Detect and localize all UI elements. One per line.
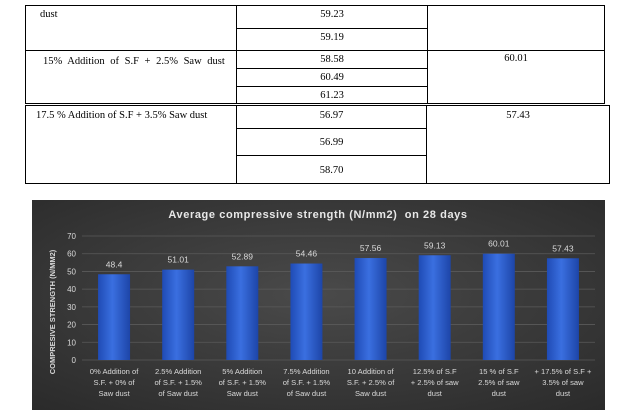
bar [98,274,131,360]
y-tick-label: 0 [72,356,77,365]
mix-label: dust [40,9,58,20]
strength-value-cell: 60.49 [236,68,428,87]
x-tick-label: 3.5% of saw [542,378,584,387]
strength-value: 56.99 [319,137,344,148]
x-tick-label: 2.5% of saw [478,378,520,387]
bar-data-label: 48.4 [106,259,123,269]
strength-value: 56.97 [319,110,344,121]
mix-label: 15% Addition of S.F + 2.5% Saw dust [43,56,225,67]
x-axis-labels: 0% Addition of S.F. + 0% of Saw dust 2.5% A… [90,367,592,398]
strength-value-cell: 56.99 [236,128,427,156]
x-tick-label: of Saw dust [158,389,199,398]
chart-title: Average compressive strength (N/mm2) on … [168,209,467,221]
y-tick-label: 30 [67,303,76,312]
x-tick-label: dust [428,389,443,398]
strength-value-cell: 61.23 [236,86,428,104]
x-tick-label: dust [492,389,507,398]
strength-value: 61.23 [320,90,344,101]
x-tick-label: + 17.5% of S.F + [534,367,592,376]
bar-data-label: 52.89 [232,251,254,261]
strength-value: 58.70 [319,165,344,176]
strength-value: 60.49 [320,72,344,83]
x-tick-label: Saw dust [98,389,130,398]
bar-series: 48.4 51.01 52.89 54.46 57.56 59.13 60.01 57.43 [98,239,579,360]
bar [546,258,579,360]
strength-value-cell: 59.19 [236,28,428,51]
strength-value: 59.19 [320,32,344,43]
mix-label-cell: 17.5 % Addition of S.F + 3.5% Saw dust [25,105,237,184]
strength-value: 59.23 [320,9,344,20]
x-tick-label: dust [556,389,571,398]
y-axis-ticks: 0 10 20 30 40 50 60 70 [67,232,76,365]
x-tick-label: 5% Addition [222,367,262,376]
bar [226,266,259,360]
compressive-strength-chart: Average compressive strength (N/mm2) on … [32,200,605,410]
x-tick-label: 0% Addition of [90,367,139,376]
strength-value-cell: 56.97 [236,105,427,129]
x-tick-label: of Saw dust [287,389,328,398]
x-tick-label: + 2.5% of saw [411,378,459,387]
y-tick-label: 20 [67,321,76,330]
x-tick-label: 2.5% Addition [155,367,201,376]
bar [290,263,323,360]
x-tick-label: 12.5% of S.F [413,367,457,376]
x-tick-label: 15 % of S.F [479,367,519,376]
bar-data-label: 54.46 [296,249,318,259]
bar [354,258,387,360]
table-row: 17.5 % Addition of S.F + 3.5% Saw dust 5… [25,105,610,184]
x-tick-label: of S.F. + 1.5% [219,378,267,387]
mix-label-cell: 15% Addition of S.F + 2.5% Saw dust [25,50,237,104]
table-row: 15% Addition of S.F + 2.5% Saw dust 58.5… [25,50,605,104]
x-tick-label: of S.F. + 1.5% [283,378,331,387]
bar [418,255,451,360]
table-row: dust 59.23 [25,5,605,51]
strength-table-top: dust 59.23 59.19 15% Addition of S.F + 2… [25,5,605,104]
strength-value: 58.58 [320,54,344,65]
strength-value-cell: 58.58 [236,50,428,69]
table-row: 56.99 [26,128,610,156]
average-cell: 60.01 [427,50,605,104]
table-row: 61.23 [26,86,605,104]
average-value: 57.43 [506,110,530,121]
x-tick-label: Saw dust [227,389,259,398]
average-cell [427,5,605,51]
table-row: 58.70 [26,155,610,184]
y-axis-label: COMPRESIVE STRENGTH (N/MM2) [48,249,57,374]
mix-label-cell: dust [25,5,237,51]
strength-table-bottom: 17.5 % Addition of S.F + 3.5% Saw dust 5… [25,105,610,184]
strength-value-cell: 58.70 [236,155,427,184]
y-tick-label: 10 [67,338,76,347]
bar-data-label: 51.01 [168,255,190,265]
y-tick-label: 60 [67,250,76,259]
bar-data-label: 60.01 [488,239,510,249]
y-tick-label: 40 [67,285,76,294]
bar [162,269,195,360]
bar [482,253,515,360]
x-tick-label: S.F. + 2.5% of [347,378,395,387]
x-tick-label: 10 Addition of [348,367,395,376]
mix-label: 17.5 % Addition of S.F + 3.5% Saw dust [36,110,208,121]
bar-data-label: 57.43 [552,243,574,253]
strength-value-cell: 59.23 [236,5,428,29]
y-tick-label: 70 [67,232,76,241]
x-tick-label: of S.F. + 1.5% [154,378,202,387]
y-tick-label: 50 [67,267,76,276]
x-tick-label: 7.5% Addition [283,367,329,376]
x-tick-label: Saw dust [355,389,387,398]
bar-data-label: 57.56 [360,243,382,253]
average-cell: 57.43 [426,105,610,184]
x-tick-label: S.F. + 0% of [93,378,135,387]
bar-data-label: 59.13 [424,240,446,250]
average-value: 60.01 [504,53,528,64]
